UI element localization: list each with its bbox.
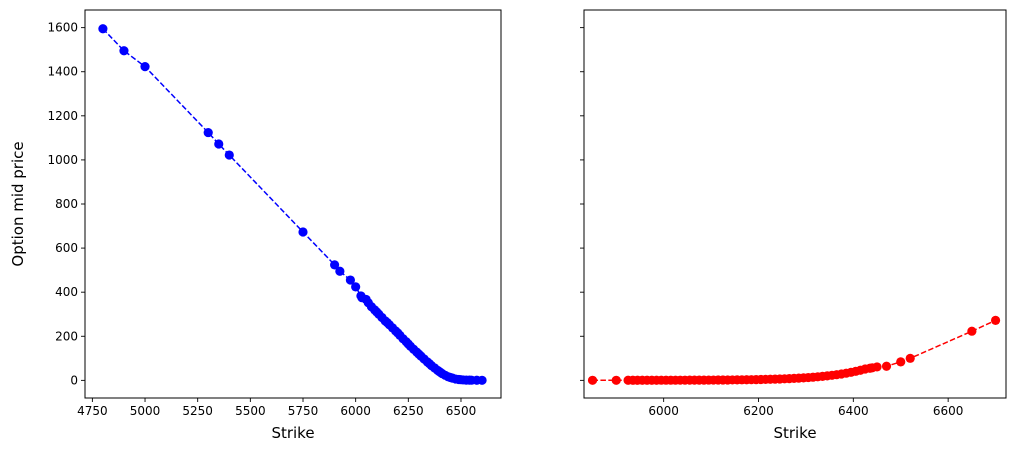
data-point (330, 260, 340, 270)
y-tick-label: 1200 (47, 109, 78, 123)
x-axis-label: Strike (271, 424, 314, 442)
data-point (119, 46, 129, 56)
y-tick-label: 400 (55, 285, 78, 299)
data-point (140, 62, 150, 72)
data-point (477, 375, 487, 385)
data-point (587, 375, 598, 385)
data-point (611, 375, 621, 385)
plot-frame (84, 9, 502, 399)
data-point (345, 275, 355, 285)
data-point (990, 315, 1001, 325)
y-tick-label: 0 (70, 373, 78, 387)
x-tick-label: 6200 (743, 404, 774, 418)
x-tick-label: 6500 (446, 404, 477, 418)
x-tick-label: 5250 (182, 404, 213, 418)
y-tick-label: 1000 (47, 153, 78, 167)
x-tick-label: 4750 (77, 404, 108, 418)
y-tick-label: 1600 (47, 21, 78, 35)
data-point (298, 227, 308, 237)
data-point (351, 282, 361, 292)
y-tick-label: 800 (55, 197, 78, 211)
x-tick-label: 5500 (235, 404, 266, 418)
data-point (967, 326, 977, 336)
x-tick-label: 6600 (933, 404, 964, 418)
x-tick-label: 6250 (393, 404, 424, 418)
series-line (592, 319, 996, 382)
series-line (102, 28, 483, 382)
data-point (335, 266, 345, 276)
data-point (881, 361, 892, 371)
left-chart-panel: 4750 5000 5250 5500 5750 6000 6250 6500 0 200 400 6… (9, 9, 502, 442)
data-point (214, 139, 224, 149)
data-point (98, 24, 108, 34)
y-tick-label: 1400 (47, 65, 78, 79)
x-tick-label: 6400 (838, 404, 869, 418)
x-tick-label: 6000 (648, 404, 679, 418)
data-point (905, 353, 915, 363)
y-axis-label: Option mid price (9, 141, 27, 266)
right-chart-panel: 6000 6200 6400 6600 Strike (580, 9, 1007, 442)
x-axis-label: Strike (773, 424, 816, 442)
data-point (203, 127, 213, 138)
plot-frame (583, 9, 1007, 399)
data-point (872, 362, 882, 372)
x-tick-label: 5750 (288, 404, 319, 418)
y-tick-label: 200 (55, 329, 78, 343)
x-tick-label: 6000 (340, 404, 371, 418)
data-point (224, 150, 234, 160)
data-point (896, 357, 906, 367)
x-tick-label: 5000 (130, 404, 161, 418)
y-tick-label: 600 (55, 241, 78, 255)
